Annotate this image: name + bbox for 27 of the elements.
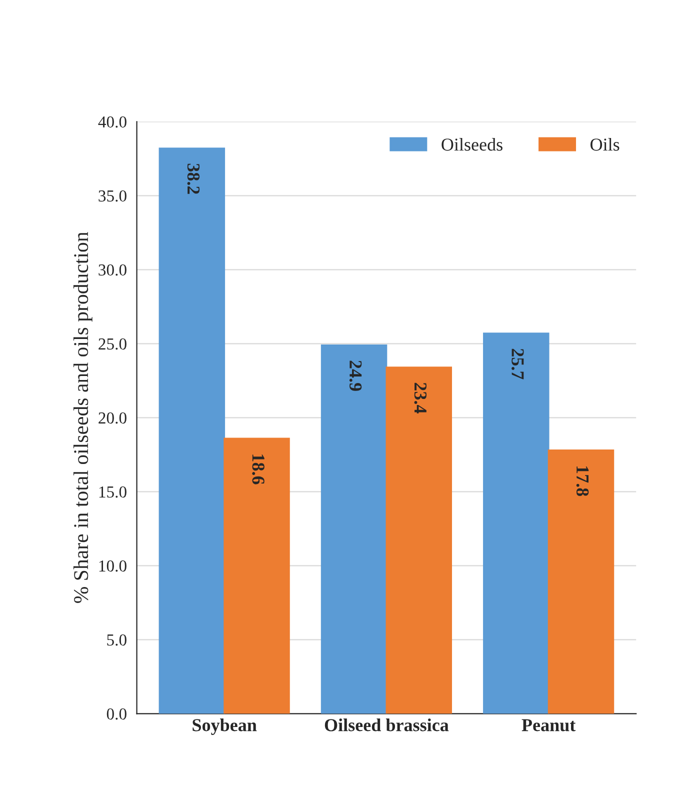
- x-tick-label: Soybean: [192, 718, 257, 735]
- data-label: 24.9: [349, 360, 362, 391]
- data-label: 17.8: [576, 466, 589, 496]
- bar: [548, 450, 614, 714]
- data-label: 18.6: [252, 454, 264, 484]
- bar: [483, 332, 550, 714]
- y-tick-label: 30.0: [98, 264, 126, 276]
- y-tick-label: 5.0: [107, 634, 126, 646]
- bar: [386, 366, 452, 714]
- y-axis-title: % Share in total oilseeds and oils production: [73, 232, 92, 603]
- bar: [224, 438, 290, 714]
- data-label: 38.2: [187, 164, 200, 194]
- y-tick-label: 15.0: [99, 486, 126, 498]
- x-tick-label: Peanut: [522, 719, 576, 732]
- data-label: 25.7: [512, 348, 524, 380]
- x-tick-label: Oilseed brassica: [324, 718, 449, 732]
- y-tick-label: 0.0: [106, 708, 126, 720]
- data-label: 23.4: [414, 382, 426, 414]
- y-tick-label: 20.0: [98, 412, 126, 424]
- legend-label: Oils: [590, 138, 620, 151]
- y-tick-label: 35.0: [98, 190, 126, 202]
- legend-label: Oilseeds: [442, 138, 502, 151]
- y-tick-label: 40.0: [98, 116, 126, 128]
- y-tick-label: 10.0: [99, 560, 126, 572]
- bar: [320, 344, 388, 714]
- y-tick-label: 25.0: [98, 338, 126, 350]
- bar: [158, 148, 226, 714]
